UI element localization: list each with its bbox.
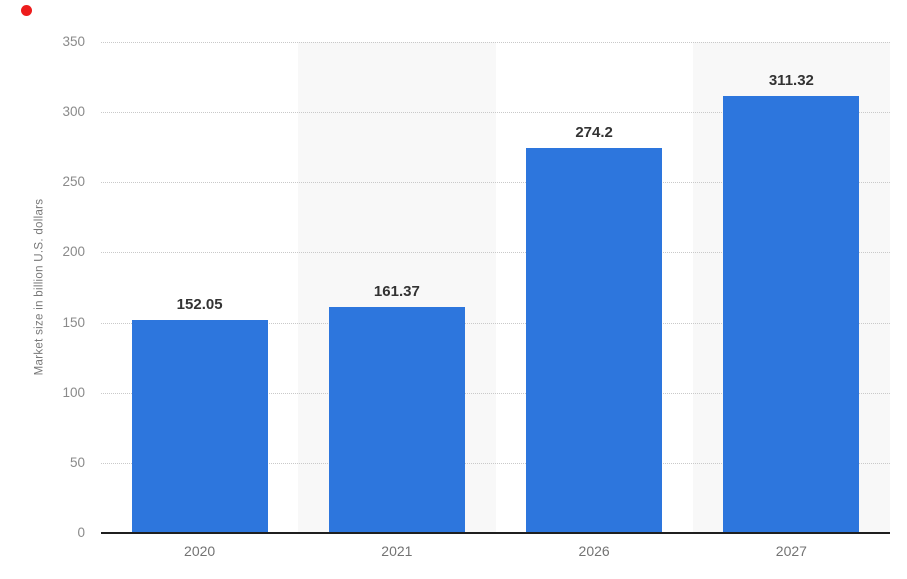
gridline bbox=[101, 462, 890, 464]
x-tick-label: 2020 bbox=[184, 543, 216, 559]
y-tick-label: 50 bbox=[69, 454, 85, 470]
bar-value-label: 161.37 bbox=[373, 282, 420, 300]
y-axis-tick-labels: 0 50 100 150 200 250 300 350 bbox=[0, 0, 85, 579]
x-tick-label: 2026 bbox=[578, 543, 610, 559]
bar-2026[interactable] bbox=[526, 148, 663, 533]
bar-value-label: 311.32 bbox=[768, 72, 814, 90]
gridline bbox=[101, 392, 890, 394]
bar-column: 161.37 bbox=[298, 0, 495, 533]
red-marker-dot bbox=[21, 5, 32, 16]
bar-column: 152.05 bbox=[101, 0, 298, 533]
x-tick-label: 2027 bbox=[775, 543, 807, 559]
bar-column: 311.32 bbox=[693, 0, 890, 533]
bar-column: 274.2 bbox=[496, 0, 693, 533]
x-axis-line bbox=[101, 532, 890, 534]
bar-2021[interactable] bbox=[328, 306, 465, 533]
gridline bbox=[101, 112, 890, 114]
gridline bbox=[101, 42, 890, 43]
bar-2027[interactable] bbox=[723, 96, 860, 533]
y-tick-label: 100 bbox=[62, 384, 85, 400]
bar-2020[interactable] bbox=[131, 319, 268, 533]
gridline bbox=[101, 252, 890, 254]
bar-value-label: 274.2 bbox=[575, 124, 613, 142]
y-tick-label: 350 bbox=[62, 34, 85, 49]
y-tick-label: 200 bbox=[62, 244, 85, 260]
x-axis-tick-labels: 2020 2021 2026 2027 bbox=[101, 541, 890, 561]
plot-area: 152.05 161.37 274.2 311.32 bbox=[101, 0, 890, 534]
y-tick-label: 150 bbox=[62, 314, 85, 330]
bar-value-label: 152.05 bbox=[176, 295, 223, 313]
y-tick-label: 250 bbox=[62, 174, 85, 190]
bar-columns: 152.05 161.37 274.2 311.32 bbox=[101, 0, 890, 533]
gridline bbox=[101, 182, 890, 184]
y-tick-label: 0 bbox=[77, 525, 85, 540]
x-tick-label: 2021 bbox=[381, 543, 413, 559]
gridline bbox=[101, 322, 890, 324]
y-tick-label: 300 bbox=[62, 104, 85, 120]
